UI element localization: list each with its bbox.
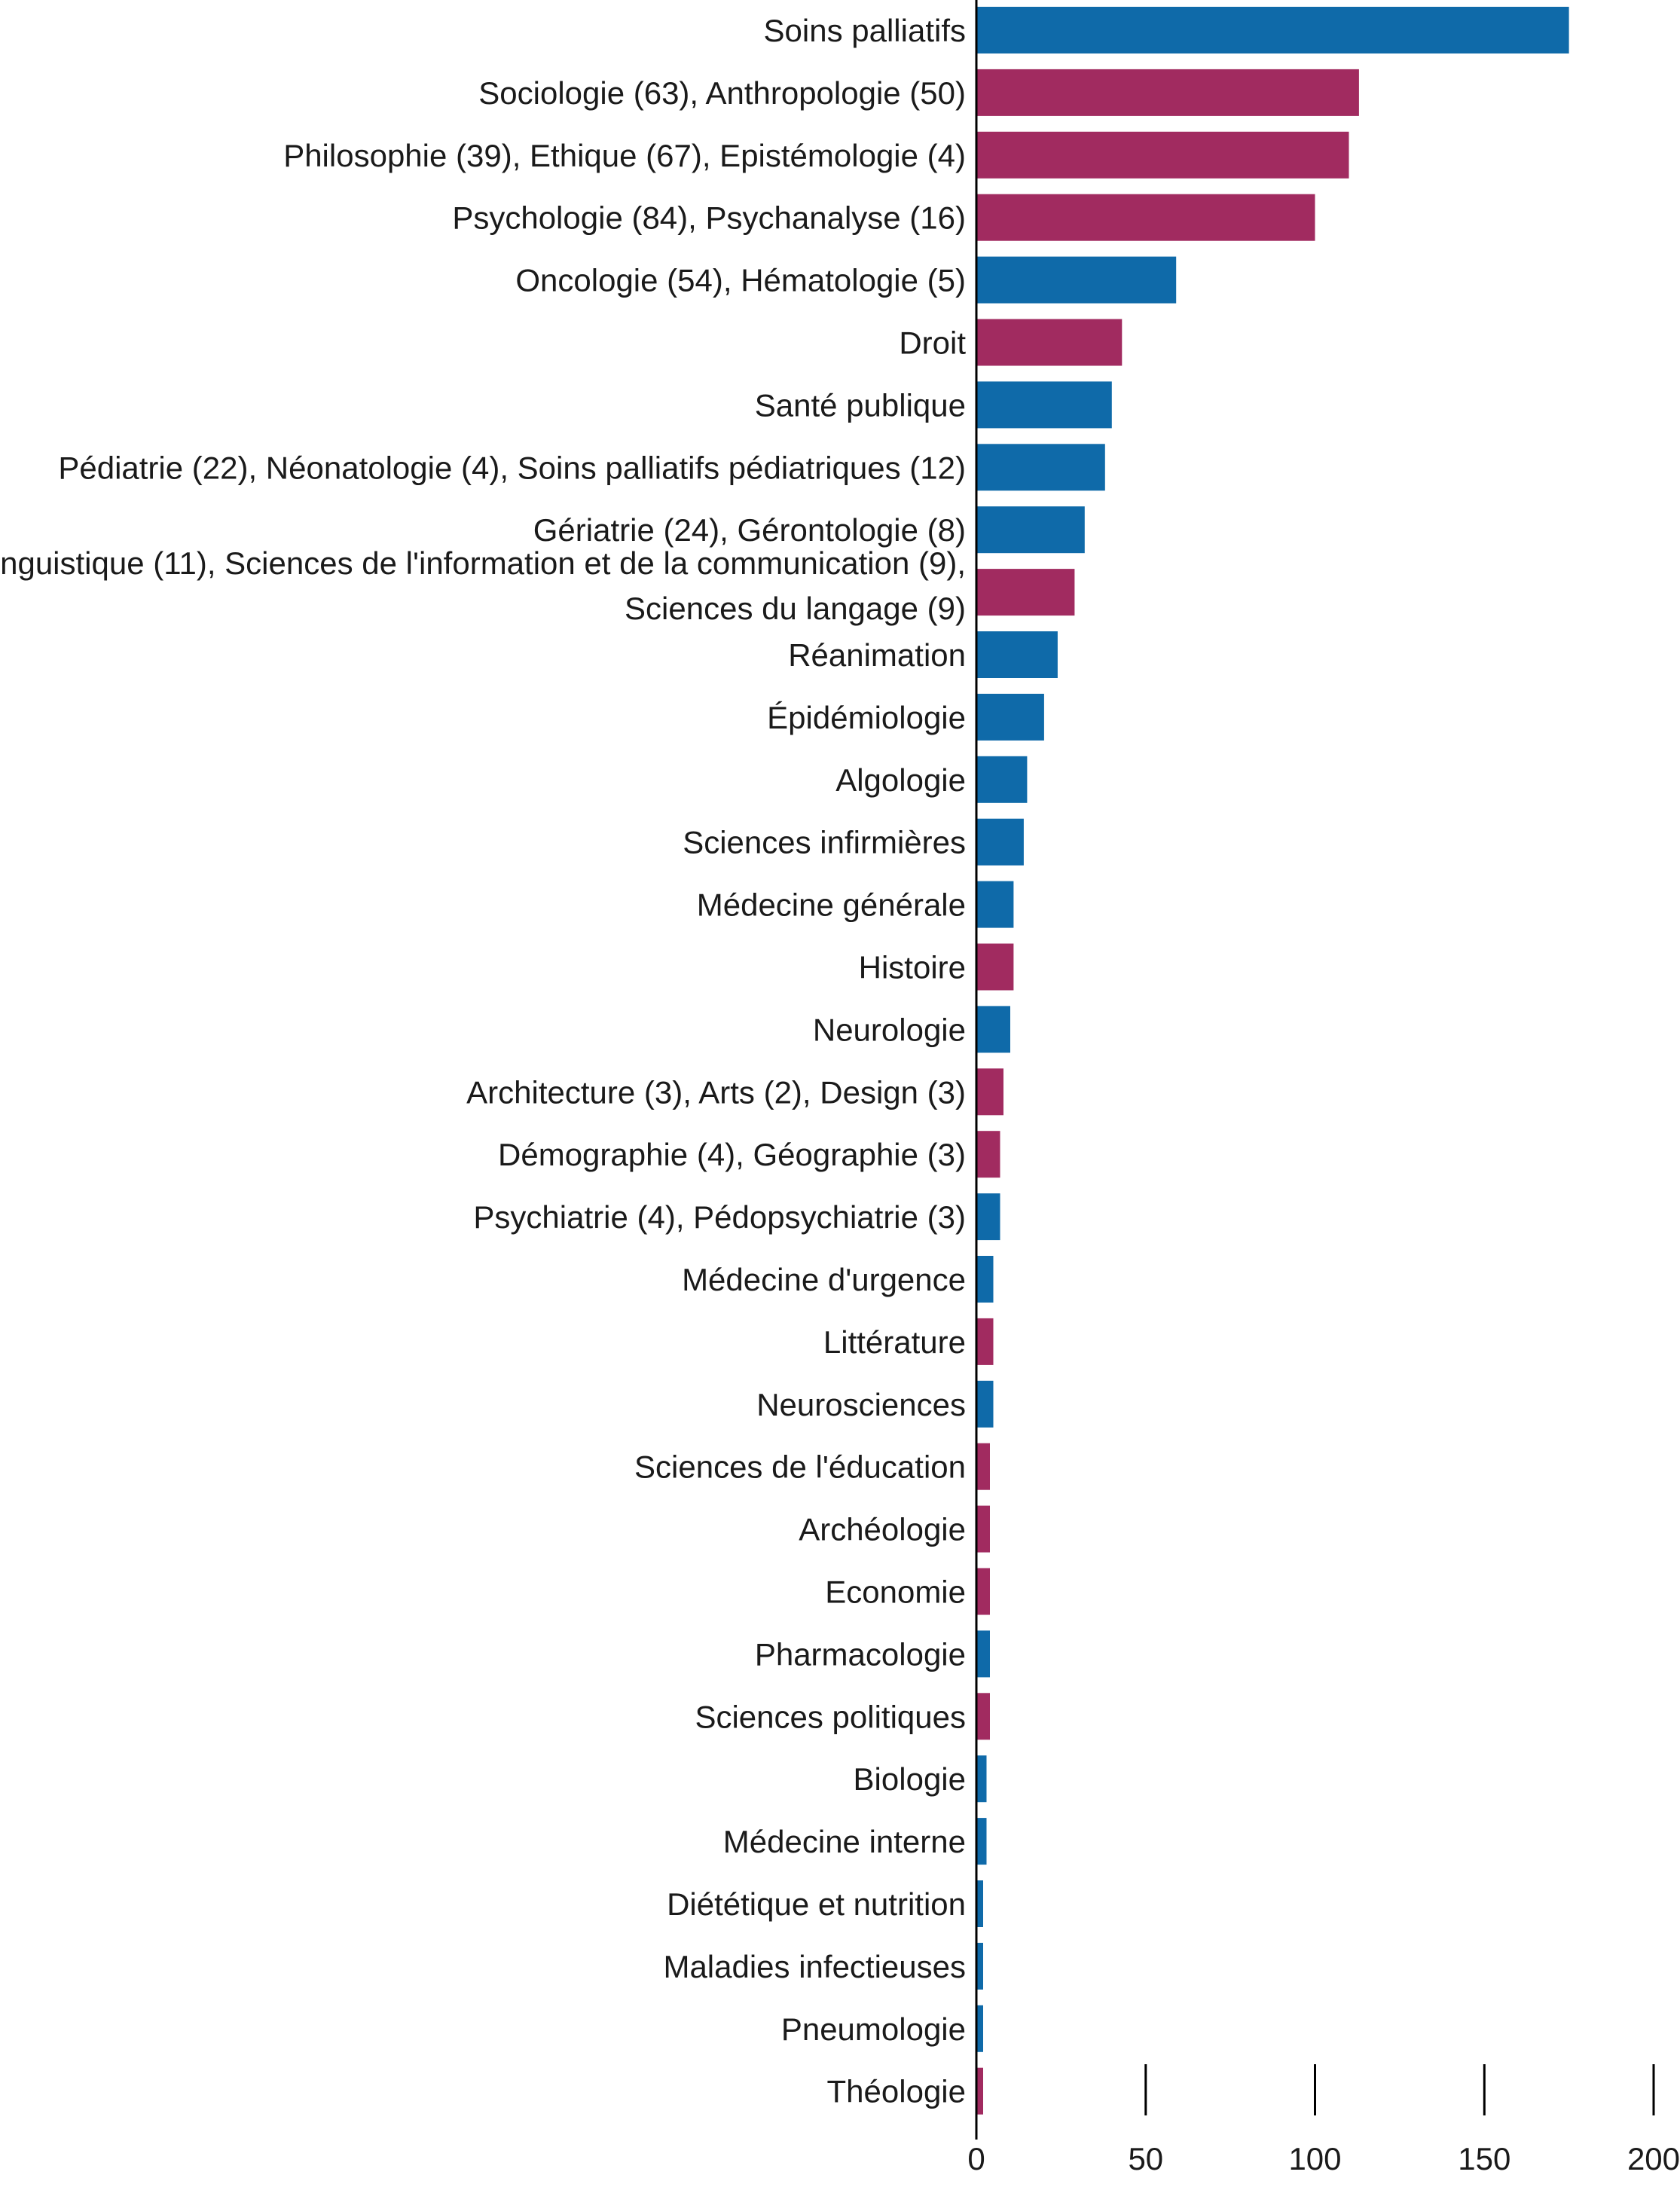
category-label: Droit — [899, 325, 966, 361]
bar — [976, 1006, 1010, 1053]
bar — [976, 381, 1112, 429]
bar — [976, 756, 1028, 803]
bar — [976, 444, 1105, 491]
x-axis: 0 50 100 150 200 — [967, 2064, 1680, 2176]
bar — [976, 818, 1024, 866]
category-label: Théologie — [827, 2074, 966, 2109]
bars-group — [976, 7, 1569, 2115]
category-label: Gériatrie (24), Gérontologie (8) — [533, 512, 966, 548]
category-label: Sociologie (63), Anthropologie (50) — [478, 75, 966, 111]
category-label: Sciences de l'éducation — [634, 1449, 966, 1485]
category-label: Littérature — [823, 1324, 966, 1360]
bar — [976, 1131, 1000, 1178]
bar — [976, 1630, 990, 1678]
category-label: Linguistique (11), Sciences de l'informa… — [0, 545, 966, 626]
bar — [976, 2005, 983, 2052]
category-label: Médecine générale — [697, 887, 966, 923]
bar — [976, 7, 1569, 53]
x-tick-label: 200 — [1627, 2141, 1680, 2176]
category-label: Sciences politiques — [695, 1699, 966, 1734]
bar — [976, 631, 1058, 678]
x-tick-label: 0 — [967, 2141, 985, 2176]
category-label: Psychologie (84), Psychanalyse (16) — [452, 200, 966, 236]
category-label: Pédiatrie (22), Néonatologie (4), Soins … — [58, 450, 966, 485]
x-tick-label: 150 — [1458, 2141, 1510, 2176]
bar — [976, 693, 1044, 741]
category-label: Diététique et nutrition — [667, 1886, 966, 1922]
category-label: Médecine interne — [723, 1824, 966, 1859]
bar — [976, 1693, 990, 1740]
category-label: Soins palliatifs — [764, 13, 966, 48]
category-label: Maladies infectieuses — [663, 1949, 966, 1984]
category-label: Psychiatrie (4), Pédopsychiatrie (3) — [473, 1199, 966, 1235]
category-label: Philosophie (39), Ethique (67), Epistémo… — [283, 138, 966, 173]
category-label: Médecine d'urgence — [682, 1262, 966, 1297]
bar — [976, 319, 1123, 366]
bar — [976, 1880, 983, 1927]
bar — [976, 1256, 994, 1303]
bar — [976, 1568, 990, 1615]
bar — [976, 256, 1177, 304]
category-label: Architecture (3), Arts (2), Design (3) — [466, 1074, 966, 1110]
bar — [976, 69, 1359, 116]
category-label: Pharmacologie — [755, 1636, 966, 1672]
bar — [976, 881, 1014, 928]
category-label: Algologie — [835, 762, 966, 798]
category-label: Biologie — [854, 1761, 966, 1797]
category-label: Démographie (4), Géographie (3) — [498, 1137, 966, 1172]
bar — [976, 194, 1315, 241]
bar — [976, 943, 1014, 991]
category-label: Neurosciences — [756, 1387, 966, 1422]
category-label: Histoire — [859, 950, 966, 985]
bar — [976, 2067, 983, 2115]
category-label: Oncologie (54), Hématologie (5) — [515, 263, 966, 298]
x-tick-label: 100 — [1288, 2141, 1341, 2176]
bar — [976, 1068, 1003, 1116]
category-label: Santé publique — [755, 387, 966, 423]
bar — [976, 1505, 990, 1553]
bar — [976, 131, 1349, 179]
bar — [976, 1443, 990, 1490]
category-label: Pneumologie — [781, 2011, 966, 2047]
category-label: Réanimation — [788, 637, 966, 673]
bar — [976, 1942, 983, 1990]
category-label: Archéologie — [799, 1512, 966, 1547]
category-labels: Soins palliatifs Sociologie (63), Anthrop… — [0, 13, 966, 2109]
category-label: Neurologie — [813, 1012, 966, 1047]
bar — [976, 1818, 987, 1865]
bar — [976, 506, 1085, 554]
category-label: Sciences infirmières — [683, 825, 966, 860]
category-label: Épidémiologie — [767, 700, 966, 735]
bar — [976, 1318, 994, 1365]
bar — [976, 1380, 994, 1428]
bar — [976, 569, 1075, 616]
bar — [976, 1193, 1000, 1241]
bar — [976, 1755, 987, 1803]
category-label: Economie — [825, 1575, 966, 1610]
x-tick-label: 50 — [1128, 2141, 1163, 2176]
